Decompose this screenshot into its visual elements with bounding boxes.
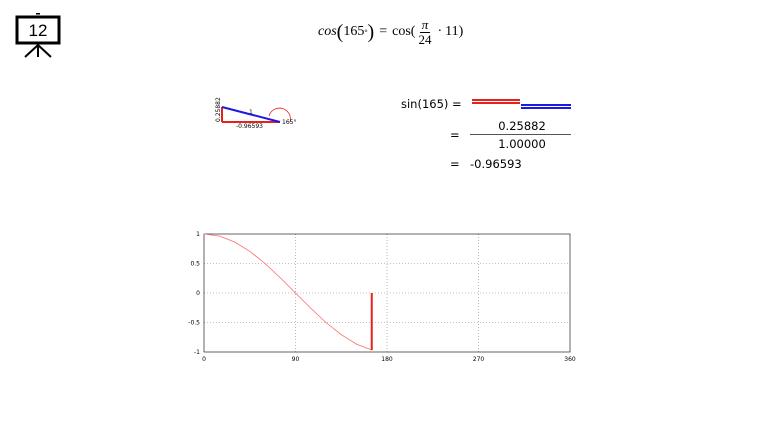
hypotenuse-label: 1 [249, 109, 253, 116]
angle-arc [268, 107, 291, 123]
x-tick-label: 270 [473, 356, 485, 363]
x-tick-label: 360 [564, 356, 576, 363]
formula-equals: = [379, 24, 388, 39]
formula-degree: ° [364, 27, 368, 37]
plot-frame [203, 233, 571, 353]
y-tick-label: -0.5 [188, 320, 200, 327]
y-tick-label: -1 [194, 349, 200, 356]
fraction-line [470, 134, 571, 135]
formula-times: · [437, 24, 443, 39]
equals-sign: = [450, 128, 460, 142]
formula-rhs-func: cos( [392, 24, 416, 39]
hypotenuse-bar [521, 107, 571, 109]
calc-denominator: 1.00000 [498, 137, 546, 151]
adjacent-label: -0.96593 [236, 123, 263, 130]
x-tick-label: 180 [381, 356, 393, 363]
formula-lhs-func: cos [318, 24, 337, 39]
slide-number: 12 [28, 21, 48, 40]
formula-denominator: 24 [418, 31, 432, 47]
angle-label: 165° [282, 119, 296, 126]
unit-circle-triangle: 0.25882 -0.96593 1 165° [215, 97, 296, 130]
slide-number-icon [15, 13, 61, 58]
opposite-bar [472, 102, 520, 104]
cosine-curve [203, 233, 372, 351]
hypotenuse [221, 106, 281, 123]
opposite-label: 0.25882 [215, 97, 222, 122]
formula-lhs-arg: 165 [343, 24, 365, 39]
calc-numerator: 0.25882 [498, 119, 546, 133]
formula-title: cos ( 165 ° ) = cos( π 24 · 11) [318, 16, 464, 47]
cosine-chart: 0 90 180 270 360 1 0.5 0 -0.5 -1 [188, 231, 576, 363]
calc-label: sin(165) = [401, 97, 462, 111]
y-tick-label: 1 [196, 231, 200, 238]
y-tick-label: 0.5 [190, 261, 200, 268]
opposite-bar [472, 99, 520, 101]
y-tick-label: 0 [196, 290, 200, 297]
formula-multiplier: 11) [445, 24, 464, 39]
x-tick-label: 0 [202, 356, 206, 363]
calc-result: -0.96593 [470, 157, 522, 171]
x-tick-label: 90 [292, 356, 300, 363]
formula-fraction: π 24 [416, 16, 433, 47]
equals-sign: = [450, 157, 460, 171]
hypotenuse-bar [521, 104, 571, 106]
formula-pi: π [419, 16, 431, 33]
